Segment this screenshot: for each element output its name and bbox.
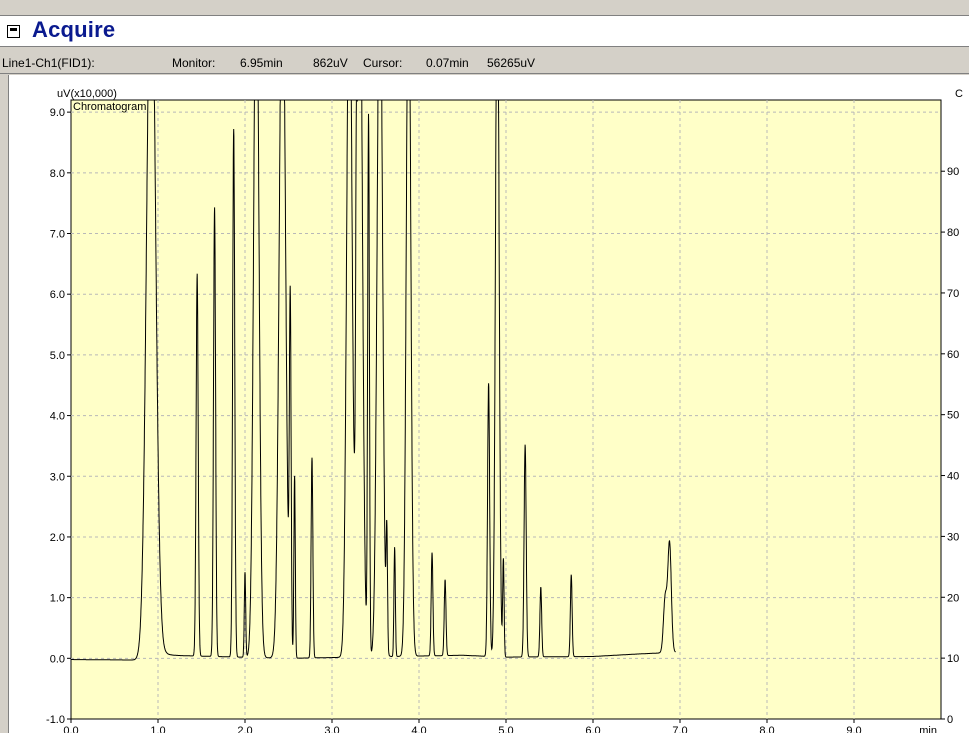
- x-tick-label: 5.0: [498, 725, 513, 733]
- y-tick-label: 5.0: [50, 350, 65, 362]
- y-tick-label: 1.0: [50, 593, 65, 605]
- monitor-label: Monitor:: [172, 56, 216, 70]
- y-tick-label: 9.0: [50, 107, 65, 119]
- cursor-value: 56265uV: [487, 56, 536, 70]
- x-tick-label: 2.0: [237, 725, 252, 733]
- title-bar: Acquire: [0, 15, 969, 47]
- y2-tick-label: 50: [947, 410, 959, 422]
- cursor-label: Cursor:: [363, 56, 403, 70]
- chromatogram-chart[interactable]: 0.0 1.0 2.0 3.0 4.0 5.0 6.0 7.0 8.0 9.0-1.00.01.0…: [9, 75, 969, 733]
- y-tick-label: 7.0: [50, 229, 65, 241]
- window-title: Acquire: [32, 17, 116, 42]
- y2-tick-label: 40: [947, 471, 959, 483]
- y2-tick-label: 30: [947, 531, 959, 543]
- x-tick-label: 1.0: [150, 725, 165, 733]
- trace: [71, 99, 676, 661]
- chromatogram-panel[interactable]: 0.0 1.0 2.0 3.0 4.0 5.0 6.0 7.0 8.0 9.0 -1.0 0.0 1.0…: [8, 75, 969, 733]
- y-tick-label: 8.0: [50, 168, 65, 180]
- x-tick-label: 0.0: [63, 725, 78, 733]
- y2-tick-label: 90: [947, 166, 959, 178]
- y2-tick-label: 0: [947, 714, 953, 726]
- monitor-time: 6.95min: [240, 56, 283, 70]
- y2-tick-label: 80: [947, 227, 959, 239]
- channel-label: Line1-Ch1(FID1):: [2, 56, 95, 70]
- chromatogram-trace: [71, 99, 676, 661]
- chart-title: Chromatogram: [73, 101, 146, 113]
- x-tick-label: 4.0: [411, 725, 426, 733]
- status-bar: Line1-Ch1(FID1): Monitor: 6.95min 862uV …: [0, 55, 969, 74]
- x-tick-label: 7.0: [672, 725, 687, 733]
- y2-tick-label: 20: [947, 592, 959, 604]
- y2-tick-label: 70: [947, 288, 959, 300]
- y-tick-label: 3.0: [50, 471, 65, 483]
- x-tick-label: 9.0: [846, 725, 861, 733]
- window-menu-icon[interactable]: [7, 25, 20, 38]
- axes: 0.0 1.0 2.0 3.0 4.0 5.0 6.0 7.0 8.0 9.0-1.00.01.0…: [46, 107, 959, 733]
- y2-axis-label: C: [955, 88, 963, 100]
- y-tick-label: 0.0: [50, 653, 65, 665]
- cursor-time: 0.07min: [426, 56, 469, 70]
- y-tick-label: 4.0: [50, 411, 65, 423]
- x-tick-label: 8.0: [759, 725, 774, 733]
- y2-tick-label: 60: [947, 349, 959, 361]
- x-tick-label: 6.0: [585, 725, 600, 733]
- y-tick-label: 2.0: [50, 532, 65, 544]
- monitor-value: 862uV: [313, 56, 348, 70]
- y-tick-label: 6.0: [50, 289, 65, 301]
- y-axis-label: uV(x10,000): [57, 88, 117, 100]
- y2-tick-label: 10: [947, 653, 959, 665]
- x-tick-label: 3.0: [324, 725, 339, 733]
- y-tick-label: -1.0: [46, 714, 65, 726]
- x-axis-label: min: [919, 725, 937, 733]
